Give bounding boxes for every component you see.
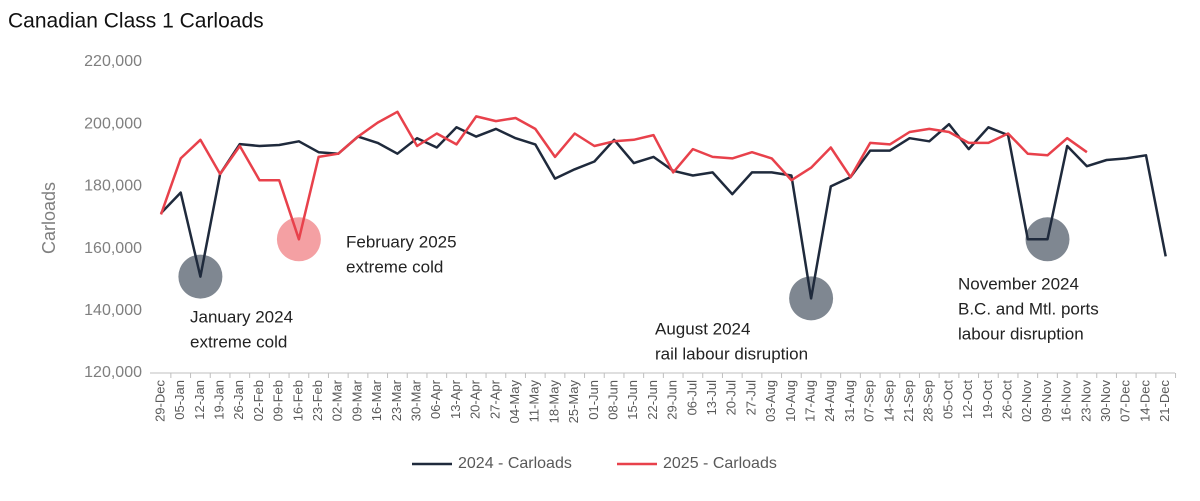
x-tick-label: 16-Feb [290,380,305,421]
x-tick-label: 19-Oct [980,380,995,419]
y-tick-label: 120,000 [84,364,142,381]
x-tick-label: 09-Mar [349,379,364,421]
x-tick-label: 27-Jul [743,380,758,416]
x-tick-label: 25-May [566,380,581,424]
x-tick-label: 29-Jun [665,380,680,420]
x-tick-label: 09-Nov [1039,380,1054,422]
x-tick-label: 13-Jul [704,380,719,416]
chart-title: Canadian Class 1 Carloads [8,10,264,33]
y-tick-label: 200,000 [84,115,142,132]
x-tick-label: 16-Nov [1059,380,1074,422]
x-tick-label: 18-May [546,380,561,424]
annotation-text: February 2025 [346,232,457,251]
x-tick-label: 02-Mar [330,379,345,421]
x-tick-label: 31-Aug [842,380,857,422]
y-tick-label: 180,000 [84,178,142,195]
x-tick-label: 10-Aug [783,380,798,422]
legend-label: 2024 - Carloads [458,455,572,472]
x-tick-label: 20-Jul [724,380,739,416]
x-tick-label: 19-Jan [212,380,227,420]
x-tick-label: 30-Mar [409,379,424,421]
y-tick-label: 160,000 [84,240,142,257]
x-tick-label: 05-Oct [940,380,955,419]
x-tick-label: 21-Dec [1157,380,1172,422]
y-tick-label: 140,000 [84,302,142,319]
x-tick-label: 21-Sep [901,380,916,422]
annotation-text: November 2024 [958,274,1079,293]
x-tick-label: 20-Apr [468,379,483,419]
x-tick-label: 30-Nov [1098,380,1113,422]
x-tick-label: 27-Apr [487,379,502,419]
x-tick-label: 01-Jun [586,380,601,420]
x-tick-label: 26-Jan [231,380,246,420]
annotation-text: labour disruption [958,324,1084,343]
x-tick-label: 07-Dec [1118,380,1133,422]
x-tick-label: 02-Feb [251,380,266,421]
x-tick-label: 15-Jun [625,380,640,420]
y-axis-label: Carloads [39,182,59,254]
annotation-text: B.C. and Mtl. ports [958,299,1099,318]
annotation-text: extreme cold [190,332,287,351]
annotation-text: August 2024 [655,319,750,338]
x-tick-label: 13-Apr [448,379,463,419]
x-tick-label: 16-Mar [369,379,384,421]
x-tick-label: 06-Apr [428,379,443,419]
x-tick-label: 12-Jan [192,380,207,420]
legend-label: 2025 - Carloads [663,455,777,472]
x-tick-label: 12-Oct [960,380,975,419]
x-tick-label: 07-Sep [862,380,877,422]
x-tick-label: 23-Feb [310,380,325,421]
x-tick-label: 22-Jun [645,380,660,420]
x-tick-label: 11-May [527,380,542,423]
x-tick-label: 26-Oct [1000,380,1015,419]
x-tick-label: 23-Nov [1078,380,1093,422]
x-tick-label: 28-Sep [921,380,936,422]
annotation-text: rail labour disruption [655,344,808,363]
x-tick-label: 06-Jul [684,380,699,416]
x-tick-label: 23-Mar [389,379,404,421]
annotation-text: January 2024 [190,307,293,326]
x-tick-label: 29-Dec [152,380,167,422]
x-tick-label: 24-Aug [822,380,837,422]
x-tick-label: 09-Feb [271,380,286,421]
x-tick-label: 03-Aug [763,380,778,422]
x-tick-label: 14-Sep [881,380,896,422]
series-line [159,110,1088,241]
x-tick-label: 05-Jan [172,380,187,420]
annotation-text: extreme cold [346,257,443,276]
x-tick-label: 04-May [507,380,522,424]
y-tick-label: 220,000 [84,53,142,70]
x-tick-label: 14-Dec [1137,380,1152,422]
x-tick-label: 02-Nov [1019,380,1034,422]
x-tick-label: 08-Jun [606,380,621,420]
series-line [160,122,1167,300]
x-tick-label: 17-Aug [803,380,818,422]
